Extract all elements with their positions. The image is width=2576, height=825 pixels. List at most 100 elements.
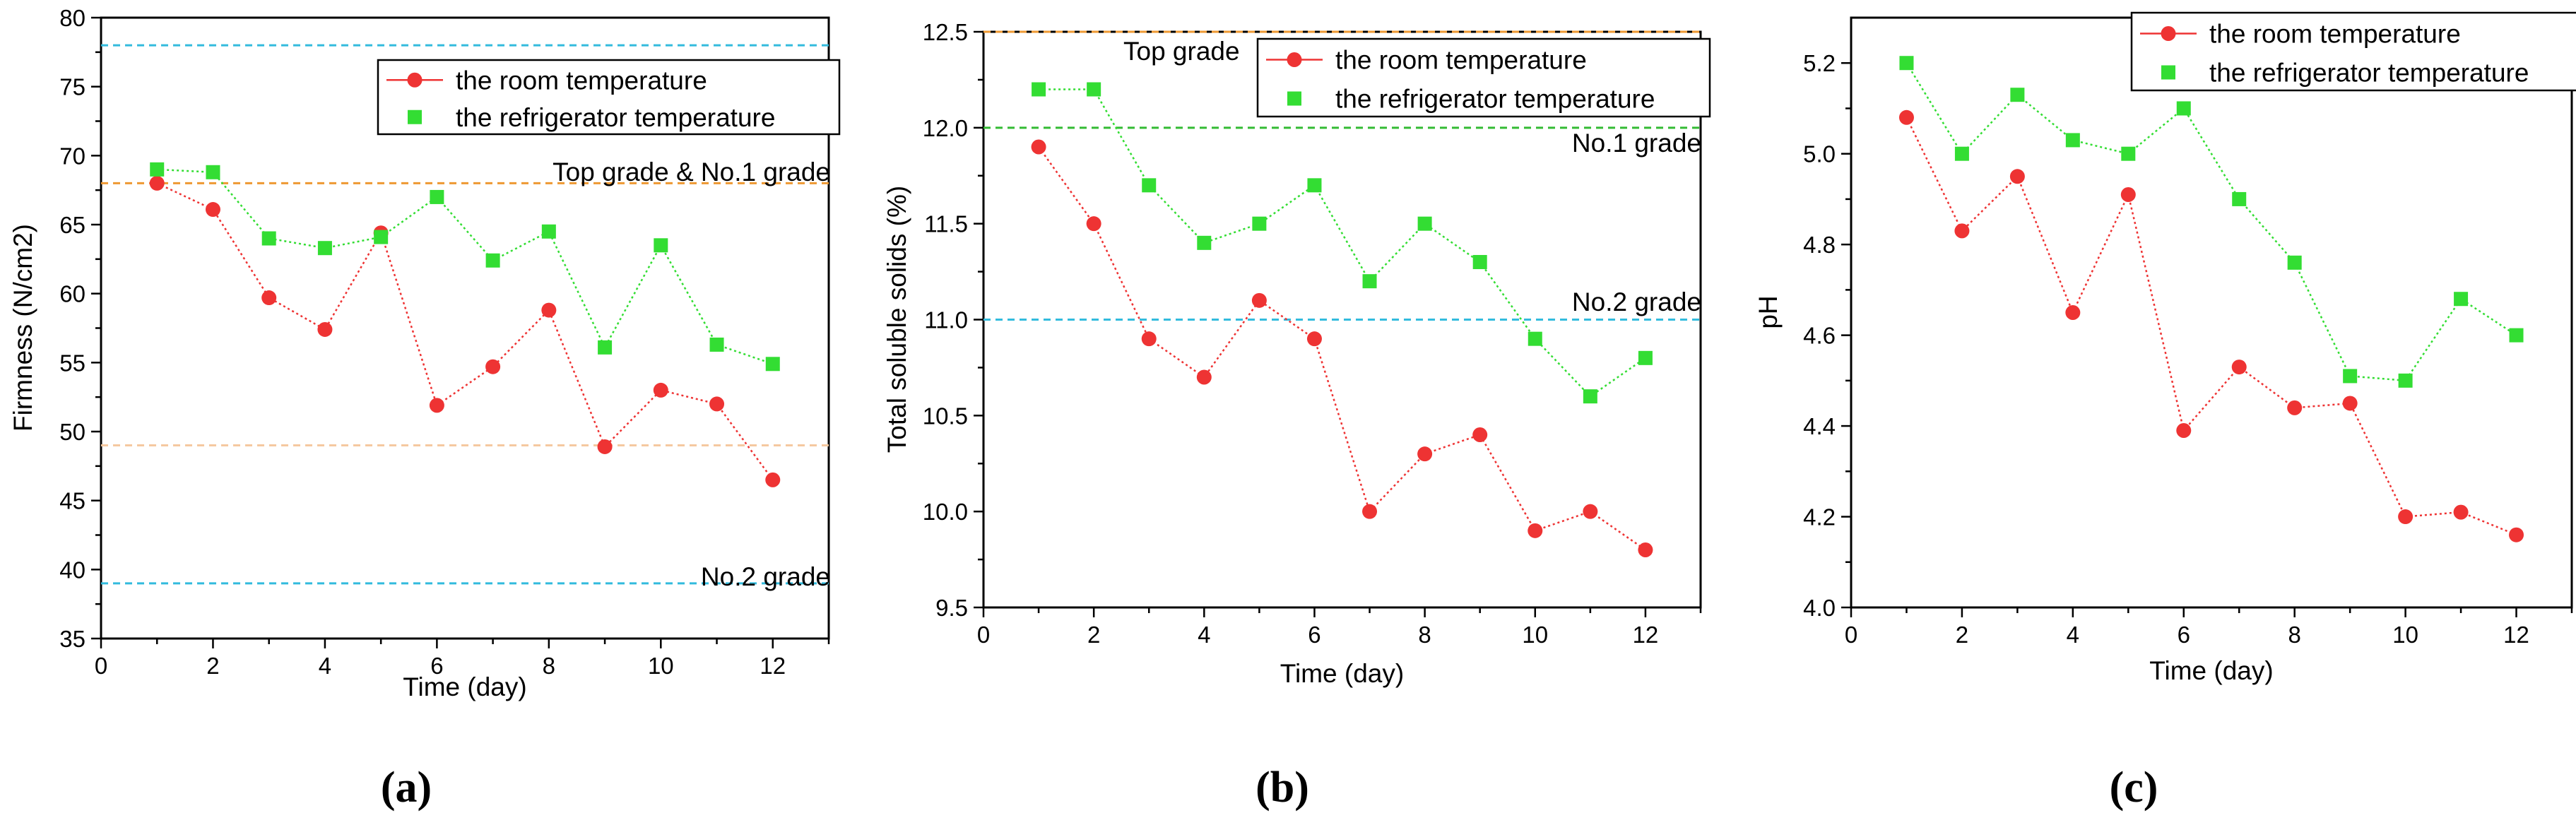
legend-box <box>2130 11 2576 92</box>
legend: the room temperature the refrigerator tem… <box>377 59 841 136</box>
series-line-2 <box>1906 62 2517 382</box>
panel-label: (c) <box>2110 764 2158 812</box>
data-point <box>2065 305 2081 320</box>
x-tick-label: 12 <box>760 653 786 679</box>
data-point <box>150 162 165 177</box>
x-tick-label: 8 <box>1418 622 1431 648</box>
legend-entry-label: the refrigerator temperature <box>2209 59 2529 88</box>
legend: the room temperature the refrigerator tem… <box>1256 37 1711 118</box>
y-tick-label: 35 <box>59 626 85 652</box>
data-point <box>1954 223 1970 239</box>
y-tick-label: 80 <box>59 5 85 31</box>
data-point <box>2065 133 2080 148</box>
data-point <box>2454 292 2469 307</box>
x-tick-label: 6 <box>430 653 443 679</box>
reference-line-label: No.2 grade <box>701 562 830 591</box>
y-tick-label: 11.0 <box>924 307 968 333</box>
series-line-1 <box>1906 117 2517 536</box>
chart-panel-1: 0 2 4 6 8 10 12 35 40 45 50 55 60 65 70 75 80 Time (day) F… <box>8 5 841 812</box>
data-point <box>1362 504 1378 519</box>
data-point <box>1898 109 1914 125</box>
legend-marker <box>1287 52 1302 67</box>
data-point <box>765 357 780 372</box>
y-axis-label: pH <box>1754 295 1783 328</box>
y-tick-label: 40 <box>59 557 85 583</box>
data-point <box>653 382 668 398</box>
data-point <box>149 175 165 191</box>
x-axis-label: Time (day) <box>403 672 526 701</box>
series-line-2 <box>157 168 774 365</box>
data-point <box>1638 350 1653 365</box>
legend-entry-label: the refrigerator temperature <box>1335 85 1655 114</box>
y-tick-label: 10.0 <box>923 499 968 525</box>
legend-entry-label: the room temperature <box>456 66 707 95</box>
data-point <box>2509 328 2524 343</box>
data-point <box>429 398 444 413</box>
data-point <box>205 202 220 218</box>
data-point <box>1307 178 1322 193</box>
x-tick-label: 2 <box>206 653 219 679</box>
data-point <box>1583 504 1598 519</box>
x-tick-label: 4 <box>319 653 331 679</box>
y-tick-label: 9.5 <box>935 595 968 621</box>
chart-panel-3: 0 2 4 6 8 10 12 4.0 4.2 4.4 4.6 4.8 5.0 5.2 Time (day)… <box>1754 11 2576 812</box>
y-tick-label: 11.5 <box>924 211 968 237</box>
data-point <box>2231 360 2247 375</box>
data-point <box>2287 255 2302 270</box>
legend-marker <box>2161 65 2175 80</box>
x-tick-label: 10 <box>2392 622 2418 648</box>
data-point <box>261 231 276 246</box>
x-tick-label: 4 <box>2067 622 2079 648</box>
data-point <box>1251 292 1267 308</box>
data-point <box>2232 191 2247 206</box>
y-tick-label: 75 <box>59 74 85 100</box>
x-tick-label: 2 <box>1956 622 1968 648</box>
y-tick-label: 70 <box>59 143 85 169</box>
data-point <box>1472 255 1487 269</box>
data-point <box>2120 187 2136 202</box>
y-tick-label: 4.0 <box>1803 595 1836 621</box>
data-point <box>2010 88 2025 102</box>
data-point <box>597 439 613 454</box>
series-line-1 <box>1038 146 1646 551</box>
panel-label: (a) <box>381 764 432 812</box>
data-point <box>2398 509 2413 525</box>
x-tick-label: 0 <box>95 653 107 679</box>
data-point <box>1528 523 1543 538</box>
data-point <box>1638 542 1653 557</box>
y-tick-label: 12.0 <box>923 115 968 141</box>
legend-box <box>1256 37 1711 118</box>
y-tick-label: 4.8 <box>1803 232 1836 258</box>
y-tick-label: 50 <box>59 419 85 445</box>
data-point <box>1087 82 1101 97</box>
data-point <box>1306 331 1322 347</box>
data-point <box>1141 331 1157 347</box>
plot-frame <box>982 30 1702 609</box>
data-point <box>1142 178 1157 193</box>
x-tick-label: 4 <box>1198 622 1210 648</box>
x-tick-label: 6 <box>2178 622 2190 648</box>
y-tick-label: 45 <box>59 488 85 514</box>
data-point <box>2398 373 2413 388</box>
legend-marker <box>2161 26 2176 41</box>
series-line-1 <box>156 182 774 481</box>
data-point <box>2176 423 2192 438</box>
data-point <box>485 359 501 374</box>
legend-marker <box>1287 91 1301 106</box>
data-point <box>765 472 781 487</box>
data-point <box>261 290 277 306</box>
legend-marker <box>407 72 423 88</box>
data-point <box>2453 504 2469 520</box>
data-point <box>317 321 333 337</box>
x-tick-label: 12 <box>1633 622 1659 648</box>
legend-entry-label: the room temperature <box>2209 20 2461 49</box>
data-point <box>1252 216 1267 231</box>
x-axis-label: Time (day) <box>1280 659 1404 688</box>
legend-entry-label: the refrigerator temperature <box>456 103 775 132</box>
data-point <box>598 340 613 355</box>
x-tick-label: 0 <box>1845 622 1857 648</box>
x-tick-label: 10 <box>648 653 674 679</box>
data-point <box>206 165 220 179</box>
reference-line-label: Top grade & No.1 grade <box>553 158 830 186</box>
data-point <box>709 337 724 352</box>
